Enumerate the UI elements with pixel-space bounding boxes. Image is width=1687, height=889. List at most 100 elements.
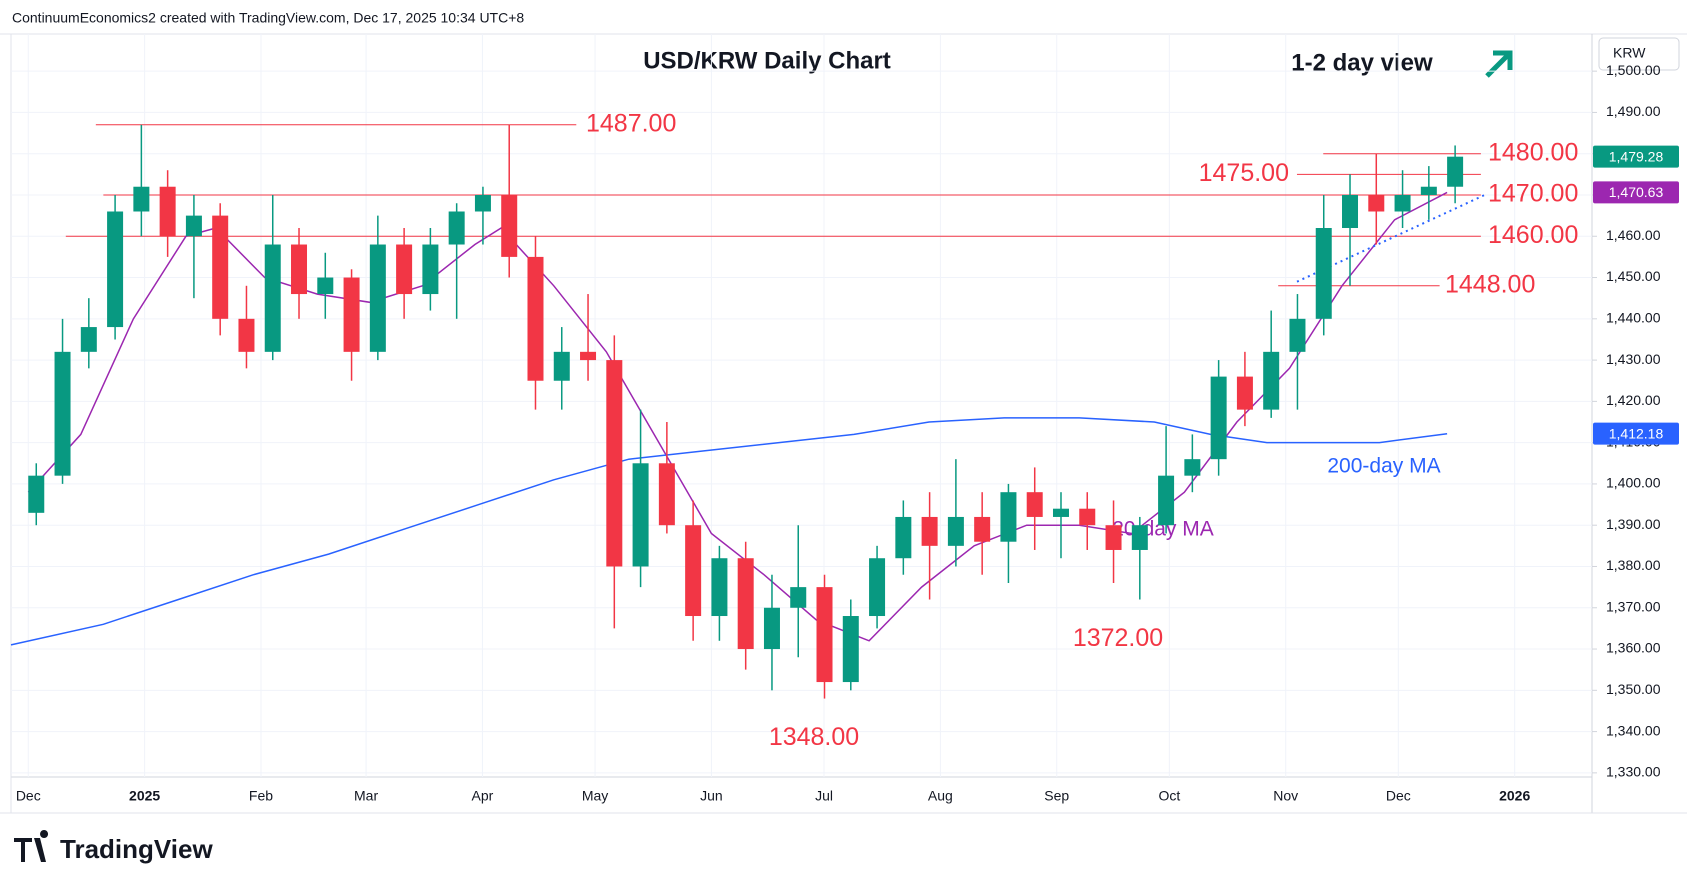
candle-body <box>606 360 623 567</box>
y-tick-label: 1,430.00 <box>1606 351 1661 367</box>
candle-body <box>685 525 702 617</box>
moving-average-line <box>27 191 1448 642</box>
price-tag <box>1593 145 1679 168</box>
candle-body <box>1052 508 1069 517</box>
candle-body <box>1184 459 1201 476</box>
y-tick-label: 1,370.00 <box>1606 598 1661 614</box>
candle-body <box>869 558 886 617</box>
candle-body <box>974 516 991 542</box>
candle-body <box>212 215 229 319</box>
level-label: 1475.00 <box>1199 159 1289 187</box>
candle-body <box>1131 525 1148 550</box>
x-tick-label: Feb <box>249 788 273 804</box>
candle-body <box>291 244 308 295</box>
level-label: 1460.00 <box>1488 221 1578 249</box>
chart-title: USD/KRW Daily Chart <box>643 47 891 74</box>
candle-body <box>1289 318 1306 352</box>
trendline <box>1296 194 1486 283</box>
candle-body <box>658 463 675 526</box>
candle-body <box>947 516 964 546</box>
candle-body <box>1263 351 1280 410</box>
grid <box>11 34 1592 777</box>
candle-body <box>632 463 649 567</box>
price-tag-label: 1,470.63 <box>1609 184 1664 200</box>
y-tick-label: 1,490.00 <box>1606 103 1661 119</box>
candle-body <box>343 277 360 352</box>
line-label: 200-day MA <box>1327 455 1440 478</box>
candle-body <box>842 616 859 683</box>
candle-body <box>1420 186 1437 195</box>
x-tick-label: 2025 <box>129 788 160 804</box>
candle-body <box>133 186 150 212</box>
candle-body <box>28 475 45 513</box>
y-tick-label: 1,360.00 <box>1606 640 1661 656</box>
candle-body <box>921 516 938 546</box>
candle-body <box>317 277 334 295</box>
price-tag <box>1593 181 1679 204</box>
level-label: 1470.00 <box>1488 180 1578 208</box>
price-tag-label: 1,479.28 <box>1609 148 1664 164</box>
candle-body <box>790 587 807 608</box>
candle-body <box>185 215 202 237</box>
x-tick-label: Jul <box>815 788 833 804</box>
candle-body <box>1315 228 1332 319</box>
candle-body <box>264 244 281 352</box>
candle-body <box>1447 156 1464 187</box>
candle-body <box>1368 194 1385 212</box>
y-tick-label: 1,390.00 <box>1606 516 1661 532</box>
price-tag <box>1593 422 1679 445</box>
candle-body <box>238 318 255 352</box>
x-tick-label: 2026 <box>1499 788 1530 804</box>
moving-average-line <box>10 417 1448 646</box>
candle-body <box>1000 492 1017 542</box>
candle-body <box>422 244 439 295</box>
y-tick-label: 1,440.00 <box>1606 310 1661 326</box>
logo: TradingView <box>14 830 213 864</box>
level-label: 1448.00 <box>1445 270 1535 298</box>
y-tick-label: 1,330.00 <box>1606 764 1661 780</box>
candle-body <box>501 194 518 257</box>
candle-body <box>527 256 544 381</box>
x-tick-label: Aug <box>928 788 953 804</box>
candle-body <box>1026 492 1043 517</box>
candle-body <box>1236 376 1253 410</box>
price-tag-label: 1,412.18 <box>1609 425 1664 441</box>
candle-body <box>369 244 386 352</box>
candle-body <box>80 327 97 352</box>
candle-body <box>448 211 465 245</box>
y-tick-label: 1,380.00 <box>1606 557 1661 573</box>
level-label: 1480.00 <box>1488 138 1578 166</box>
x-tick-label: Dec <box>1386 788 1411 804</box>
candle-body <box>107 211 124 328</box>
candle-body <box>1105 525 1122 550</box>
x-tick-label: May <box>582 788 608 804</box>
up-arrow-icon <box>1485 50 1513 78</box>
y-tick-label: 1,460.00 <box>1606 227 1661 243</box>
candle-body <box>54 351 71 476</box>
candle-body <box>711 558 728 617</box>
candle-body <box>159 186 176 237</box>
y-tick-label: 1,450.00 <box>1606 268 1661 284</box>
x-tick-label: Apr <box>472 788 494 804</box>
candle-body <box>396 244 413 295</box>
candle-body <box>895 516 912 559</box>
header: ContinuumEconomics2 created with Trading… <box>12 10 524 26</box>
y-tick-label: 1,500.00 <box>1606 62 1661 78</box>
candle-body <box>1158 475 1175 526</box>
x-tick-label: Sep <box>1044 788 1069 804</box>
candle-body <box>580 351 597 361</box>
candle-body <box>763 607 780 650</box>
y-tick-label: 1,350.00 <box>1606 681 1661 697</box>
y-tick-label: 1,400.00 <box>1606 475 1661 491</box>
x-tick-label: Oct <box>1158 788 1180 804</box>
x-tick-label: Nov <box>1273 788 1298 804</box>
low-label: 1372.00 <box>1073 624 1163 652</box>
x-tick-label: Jun <box>700 788 723 804</box>
candle-body <box>737 558 754 650</box>
candle-body <box>474 194 491 212</box>
low-label: 1348.00 <box>769 723 859 751</box>
brand: TradingView <box>60 834 213 864</box>
x-tick-label: Dec <box>16 788 41 804</box>
